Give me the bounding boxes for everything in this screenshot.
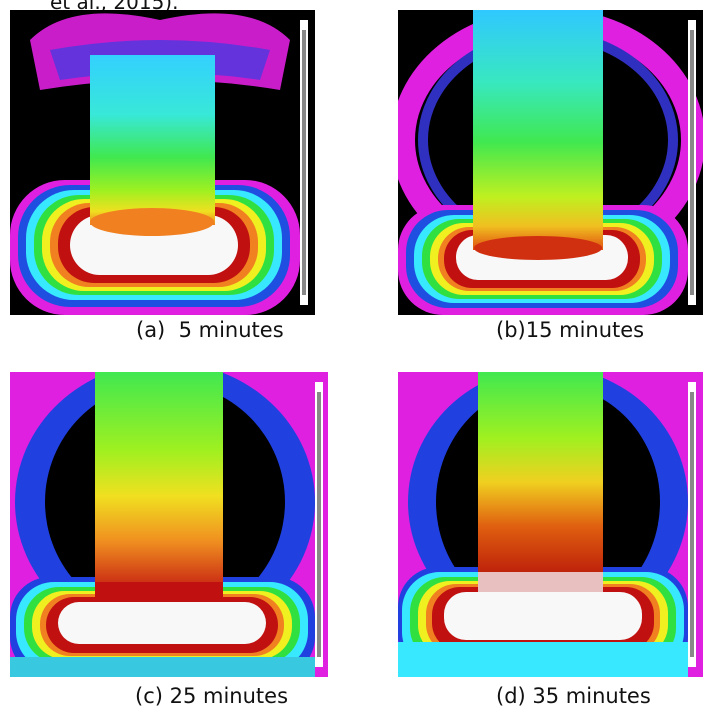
thermal-image-d bbox=[398, 372, 703, 677]
caption-b: (b)15 minutes bbox=[496, 318, 645, 342]
thermal-image-b bbox=[398, 10, 703, 315]
caption-c: (c) 25 minutes bbox=[135, 684, 289, 708]
caption-a: (a) 5 minutes bbox=[136, 318, 284, 342]
thermal-image-a bbox=[10, 10, 315, 315]
thermal-image-c bbox=[10, 372, 328, 677]
caption-d: (d) 35 minutes bbox=[496, 684, 651, 708]
